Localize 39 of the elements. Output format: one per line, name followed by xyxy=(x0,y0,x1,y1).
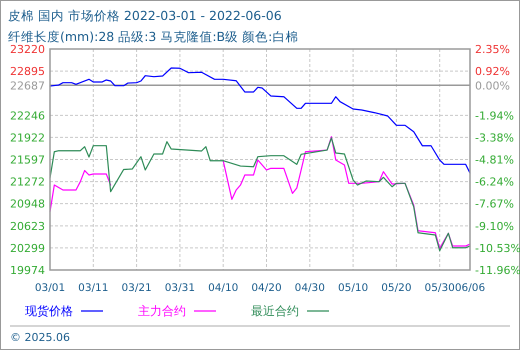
y-tick-label: 22895 xyxy=(10,65,45,78)
y2-tick-label: -4.81% xyxy=(475,154,514,167)
x-tick-label: 05/30 xyxy=(424,282,455,294)
y2-tick-label: -3.38% xyxy=(475,131,514,144)
chart-title: 皮棉 国内 市场价格 2022-03-01 - 2022-06-06 xyxy=(8,8,282,23)
legend-label: 现货价格 xyxy=(25,304,73,318)
y-tick-label: 20623 xyxy=(10,220,45,233)
y2-tick-label: -9.10% xyxy=(475,220,514,233)
legend-label: 最近合约 xyxy=(251,304,299,318)
chart-subtitle: 纤维长度(mm):28 品级:3 马克隆值:B级 颜色:白棉 xyxy=(8,29,298,44)
x-tick-label: 03/31 xyxy=(164,282,196,294)
y-tick-label: 21922 xyxy=(10,131,45,144)
x-tick-label: 05/10 xyxy=(338,282,368,294)
y-tick-label: 20948 xyxy=(10,198,45,211)
x-tick-label: 05/20 xyxy=(381,282,412,294)
y2-tick-label: 0.00% xyxy=(475,79,510,92)
y2-tick-label: -6.24% xyxy=(475,176,514,189)
x-tick-label: 03/01 xyxy=(34,282,66,294)
x-tick-label: 03/21 xyxy=(121,282,152,294)
y-tick-label: 22687 xyxy=(10,79,45,92)
y-tick-label: 21597 xyxy=(10,154,45,166)
y-tick-label: 19974 xyxy=(10,264,45,277)
y-tick-label: 23220 xyxy=(10,43,45,56)
y-tick-label: 22246 xyxy=(10,109,45,122)
y2-tick-label: -11.96% xyxy=(475,264,520,277)
y2-tick-label: 2.35% xyxy=(475,43,510,56)
y-tick-label: 21272 xyxy=(10,176,45,189)
y2-tick-label: -1.94% xyxy=(475,109,514,122)
y-tick-label: 20299 xyxy=(10,242,45,255)
y2-tick-label: 0.92% xyxy=(475,65,510,78)
legend-label: 主力合约 xyxy=(138,304,186,318)
y2-tick-label: -10.53% xyxy=(475,242,520,255)
x-tick-label: 04/20 xyxy=(251,282,282,294)
x-tick-label: 04/30 xyxy=(294,282,325,294)
x-tick-label: 06/06 xyxy=(454,282,486,294)
x-tick-label: 03/11 xyxy=(78,282,108,294)
y2-tick-label: -7.67% xyxy=(475,198,514,211)
x-tick-label: 04/10 xyxy=(208,282,238,294)
text: © 2025.06 xyxy=(10,331,70,344)
